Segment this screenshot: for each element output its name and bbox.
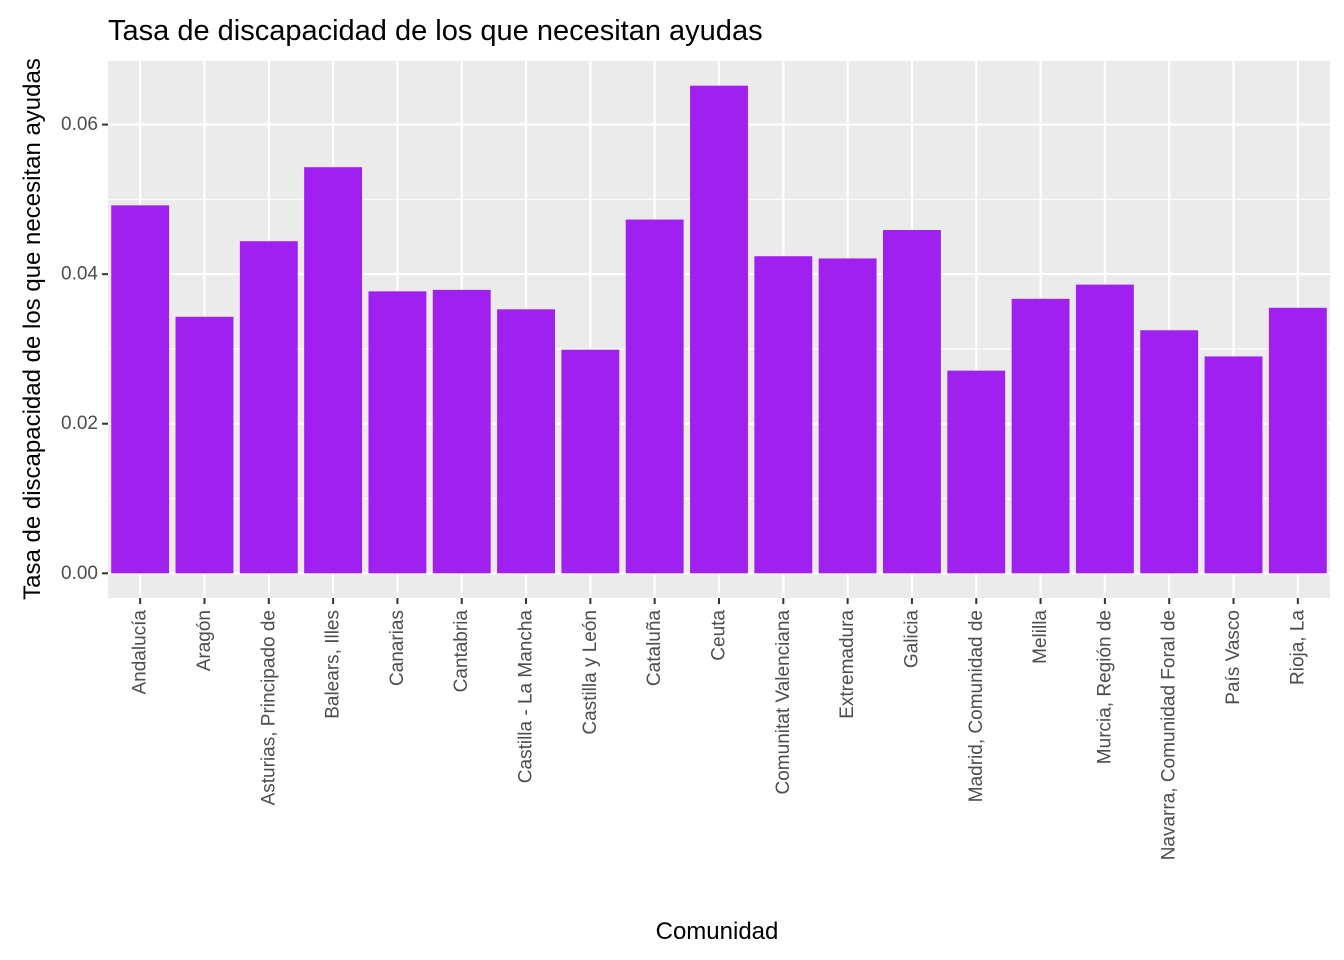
- x-tick-label: Rioja, La: [1287, 610, 1308, 685]
- bar: [561, 349, 620, 574]
- bar: [625, 219, 684, 574]
- bar: [883, 230, 941, 574]
- bar: [754, 256, 813, 574]
- x-axis-title: Comunidad: [656, 918, 779, 945]
- x-tick-label: Ceuta: [709, 610, 730, 661]
- bar: [175, 316, 234, 574]
- bar: [1268, 307, 1327, 574]
- x-tick-label: Comunitat Valenciana: [773, 610, 794, 795]
- bar: [1011, 298, 1070, 574]
- x-tick-label: Madrid, Comunidad de: [966, 610, 987, 802]
- x-tick-label: Asturias, Principado de: [258, 610, 279, 805]
- x-tick-label: Aragón: [194, 610, 215, 671]
- y-tick-label: 0.00: [61, 563, 98, 584]
- bar: [111, 205, 170, 574]
- bar: [818, 258, 877, 574]
- bar: [1204, 356, 1263, 574]
- x-tick-label: Extremadura: [837, 610, 858, 719]
- x-axis: Andalucía Aragón Asturias, Principado de Ba…: [130, 598, 1308, 860]
- bar: [497, 309, 555, 574]
- x-tick-label: Navarra, Comunidad Foral de: [1159, 610, 1180, 860]
- y-axis-title: Tasa de discapacidad de los que necesita…: [19, 58, 46, 600]
- bars: [111, 85, 1327, 574]
- bar: [947, 370, 1006, 574]
- chart-title: Tasa de discapacidad de los que necesita…: [108, 15, 763, 47]
- x-tick-label: País Vasco: [1223, 610, 1244, 705]
- x-tick-label: Castilla - La Mancha: [516, 610, 537, 784]
- bar: [239, 241, 298, 574]
- x-tick-label: Andalucía: [130, 610, 151, 695]
- y-tick-label: 0.02: [61, 413, 98, 434]
- x-tick-label: Canarias: [387, 610, 408, 686]
- bar: [368, 291, 427, 574]
- bar: [690, 85, 748, 574]
- x-tick-label: Murcia, Región de: [1094, 610, 1115, 764]
- x-tick-label: Balears, Illes: [323, 610, 344, 719]
- x-tick-label: Galicia: [901, 610, 922, 669]
- y-tick-label: 0.06: [61, 114, 98, 135]
- x-tick-label: Cantabria: [451, 610, 472, 693]
- bar: [432, 289, 491, 574]
- x-tick-label: Castilla y León: [580, 610, 601, 735]
- bar: [304, 167, 363, 574]
- x-tick-label: Melilla: [1030, 610, 1051, 664]
- x-tick-label: Cataluña: [644, 610, 665, 686]
- y-axis: 0.00 0.02 0.04 0.06: [61, 114, 108, 584]
- bar: [1075, 284, 1134, 574]
- bar: [1140, 330, 1199, 574]
- y-tick-label: 0.04: [61, 264, 98, 285]
